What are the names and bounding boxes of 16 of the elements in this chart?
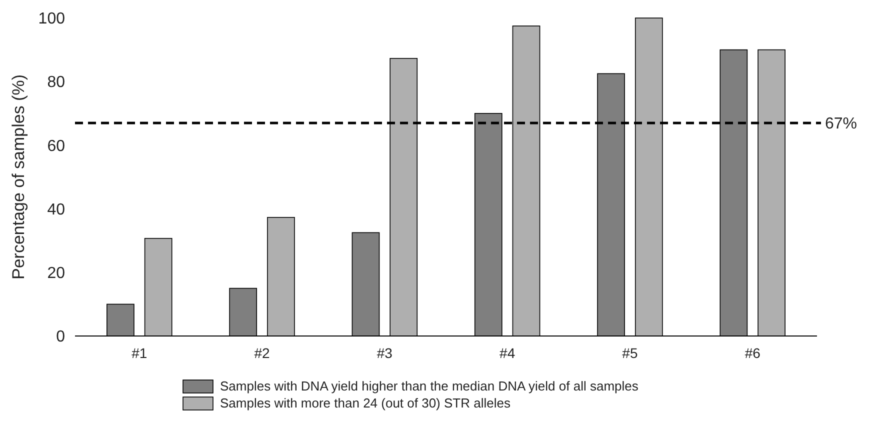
y-tick-label: 80 [47,74,66,92]
legend-label: Samples with more than 24 (out of 30) STR alleles [220,396,511,411]
x-tick-label: #5 [622,345,638,361]
y-tick-label: 40 [47,201,66,218]
y-tick-label: 60 [47,138,66,155]
legend-label: Samples with DNA yield higher than the median DNA yield of all samples [220,378,639,394]
y-axis-title: Percentage of samples (%) [9,74,28,280]
x-tick-label: #3 [376,345,393,361]
ref-line-label: 67% [825,116,858,133]
x-tick-label: #2 [254,345,270,361]
x-tick-label: #1 [132,345,148,361]
y-tick-label: 0 [56,328,66,346]
x-tick-label: #6 [744,345,761,361]
x-tick-label: #4 [500,345,516,361]
y-tick-label: 20 [47,265,66,282]
y-tick-label: 100 [38,10,66,28]
